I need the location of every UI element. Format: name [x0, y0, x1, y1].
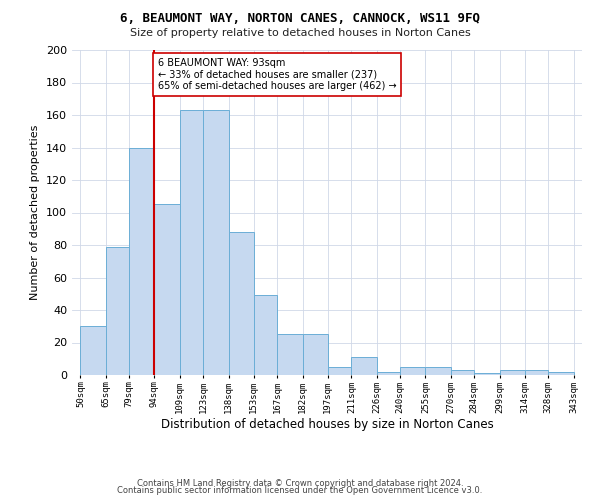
- Y-axis label: Number of detached properties: Number of detached properties: [31, 125, 40, 300]
- Bar: [229, 232, 254, 375]
- Bar: [352, 357, 377, 375]
- Text: Contains public sector information licensed under the Open Government Licence v3: Contains public sector information licen…: [118, 486, 482, 495]
- Text: 6 BEAUMONT WAY: 93sqm
← 33% of detached houses are smaller (237)
65% of semi-det: 6 BEAUMONT WAY: 93sqm ← 33% of detached …: [158, 58, 397, 92]
- Text: Size of property relative to detached houses in Norton Canes: Size of property relative to detached ho…: [130, 28, 470, 38]
- Bar: [328, 367, 352, 375]
- Bar: [474, 374, 500, 375]
- Text: Contains HM Land Registry data © Crown copyright and database right 2024.: Contains HM Land Registry data © Crown c…: [137, 478, 463, 488]
- Bar: [80, 326, 106, 375]
- Bar: [180, 110, 203, 375]
- Bar: [302, 334, 328, 375]
- Bar: [525, 370, 548, 375]
- Bar: [500, 370, 525, 375]
- Bar: [254, 296, 277, 375]
- Bar: [425, 367, 451, 375]
- Bar: [154, 204, 180, 375]
- Bar: [129, 148, 154, 375]
- Text: 6, BEAUMONT WAY, NORTON CANES, CANNOCK, WS11 9FQ: 6, BEAUMONT WAY, NORTON CANES, CANNOCK, …: [120, 12, 480, 26]
- Bar: [400, 367, 425, 375]
- Bar: [377, 372, 400, 375]
- Bar: [277, 334, 302, 375]
- X-axis label: Distribution of detached houses by size in Norton Canes: Distribution of detached houses by size …: [161, 418, 493, 432]
- Bar: [451, 370, 474, 375]
- Bar: [203, 110, 229, 375]
- Bar: [548, 372, 574, 375]
- Bar: [106, 246, 129, 375]
